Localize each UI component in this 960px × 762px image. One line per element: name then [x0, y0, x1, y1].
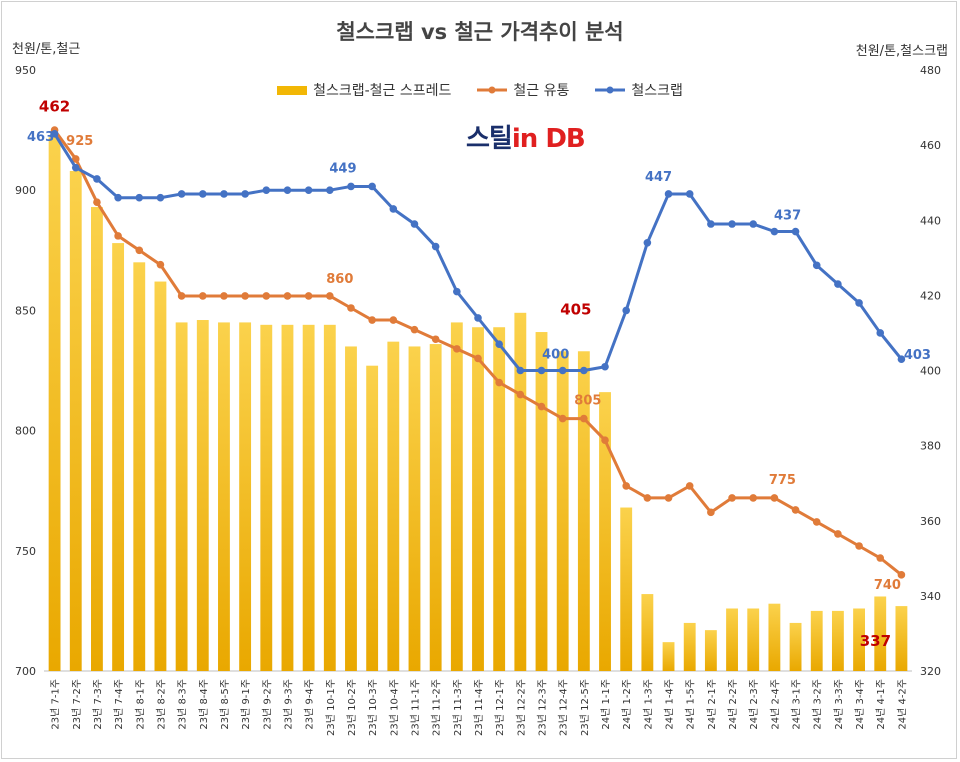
- legend-item-rebar: 철근 유통: [477, 80, 569, 100]
- logo-text-b: in DB: [511, 124, 586, 154]
- legend-label-rebar: 철근 유통: [513, 83, 570, 99]
- steelindb-logo: 스틸in DB: [466, 118, 586, 155]
- left-axis-unit: 천원/톤,철근: [12, 42, 81, 57]
- legend: 철스크랩-철근 스프레드 철근 유통 철스크랩: [0, 80, 960, 100]
- legend-swatch-blue-line-icon: [595, 86, 626, 94]
- chart-title: 철스크랩 vs 철근 가격추이 분석: [336, 20, 624, 44]
- legend-swatch-bar-icon: [277, 86, 308, 95]
- logo-text-a: 스틸: [466, 124, 513, 154]
- legend-label-spread: 철스크랩-철근 스프레드: [313, 83, 452, 99]
- legend-item-scrap: 철스크랩: [595, 80, 683, 100]
- legend-swatch-orange-line-icon: [477, 86, 508, 94]
- right-axis-unit: 천원/톤,철스크랩: [855, 44, 948, 59]
- legend-label-scrap: 철스크랩: [631, 83, 683, 99]
- legend-item-spread: 철스크랩-철근 스프레드: [277, 80, 451, 100]
